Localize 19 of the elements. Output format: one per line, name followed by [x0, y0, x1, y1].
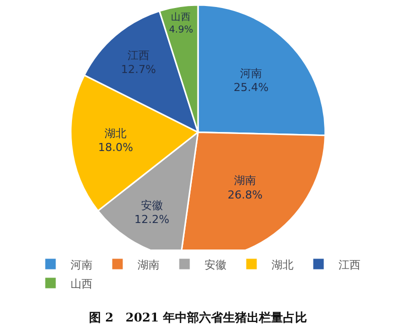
- slice-label: 湖北: [104, 126, 127, 140]
- data-label: 26.8%: [228, 188, 263, 202]
- legend-label: 江西: [338, 258, 360, 272]
- data-label: 12.2%: [134, 213, 170, 226]
- legend-label: 安徽: [204, 258, 226, 272]
- legend-label: 河南: [70, 258, 92, 272]
- slice-label: 湖南: [234, 174, 256, 188]
- data-label: 25.4%: [234, 81, 269, 94]
- legend-label: 湖南: [138, 258, 160, 272]
- slice-label: 安徽: [140, 198, 163, 212]
- text: 图 2 2021 年中部六省生猪出栏量占比: [88, 310, 308, 324]
- data-label: 18.0%: [98, 141, 134, 154]
- slice-label: 河南: [240, 66, 262, 80]
- data-label: 12.7%: [121, 63, 156, 76]
- slice-label: 山西: [171, 11, 192, 24]
- data-label: 4.9%: [168, 24, 194, 36]
- legend-label: 湖北: [272, 258, 294, 272]
- legend-label: 山西: [70, 277, 92, 290]
- slice-label: 江西: [128, 48, 150, 62]
